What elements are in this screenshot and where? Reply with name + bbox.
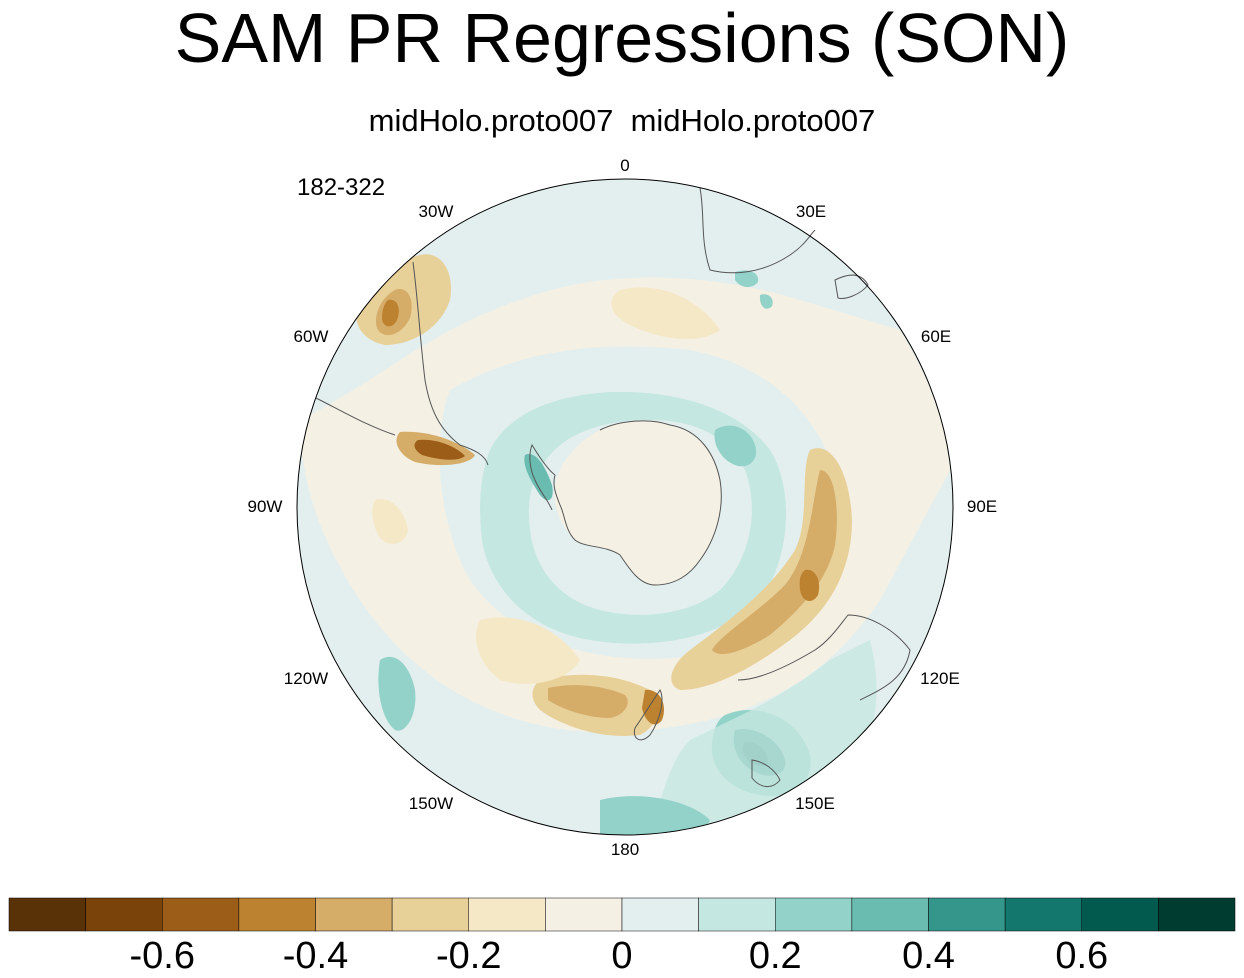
colorbar-swatch xyxy=(698,897,776,932)
field-patch xyxy=(414,439,465,460)
colorbar-swatch xyxy=(391,897,469,932)
coastline-australia xyxy=(737,614,911,701)
coastline-tasmania xyxy=(751,759,781,787)
map-border xyxy=(296,178,954,836)
antarctica-land xyxy=(554,420,722,585)
colorbar-swatch xyxy=(1158,897,1236,932)
polar-map xyxy=(296,178,954,836)
field-patch xyxy=(759,294,773,309)
field-band xyxy=(372,499,408,544)
coastlines xyxy=(315,187,911,787)
colorbar-swatch xyxy=(545,897,623,932)
colorbar-swatch xyxy=(85,897,163,932)
field-patch xyxy=(642,689,665,725)
colorbar-swatch xyxy=(162,897,240,932)
field-band xyxy=(476,617,580,684)
colorbar-tick-label: 0.4 xyxy=(902,935,955,977)
coastline-antarctica xyxy=(553,420,722,586)
colorbar-tick-label: 0.2 xyxy=(748,935,802,977)
plot-subtitle: midHolo.proto007 midHolo.proto007 xyxy=(368,103,876,138)
colorbar-tick-label: -0.2 xyxy=(436,935,502,977)
field-patch xyxy=(735,270,759,288)
plot-title: SAM PR Regressions (SON) xyxy=(174,0,1070,77)
lon-label-150w: 150W xyxy=(408,794,454,813)
field-band xyxy=(712,470,837,655)
field-band xyxy=(671,448,852,690)
field-patch xyxy=(714,425,757,467)
year-range-label: 182-322 xyxy=(297,174,386,201)
colorbar-swatch xyxy=(621,897,699,932)
field-patch xyxy=(382,299,399,327)
coastline-new-zealand xyxy=(633,689,663,741)
colorbar-swatch xyxy=(928,897,1006,932)
colorbar-tick-label: -0.6 xyxy=(129,935,195,977)
colorbar-tick-label: -0.4 xyxy=(282,935,349,977)
colorbar-tick-label: 0 xyxy=(611,935,633,977)
colorbar-swatch xyxy=(315,897,393,932)
lon-label-60w: 60W xyxy=(293,327,329,346)
lon-label-30e: 30E xyxy=(795,202,827,221)
colorbar-swatch xyxy=(775,897,853,932)
coastline-peninsula xyxy=(529,443,556,511)
lon-label-120w: 120W xyxy=(283,669,329,688)
colorbar-swatch xyxy=(1081,897,1159,932)
colorbar-swatch xyxy=(851,897,929,932)
field-patch xyxy=(378,656,416,731)
lon-label-0: 0 xyxy=(620,156,630,175)
colorbar-swatch xyxy=(8,897,86,932)
lon-label-180: 180 xyxy=(610,840,640,859)
colorbar-swatch xyxy=(468,897,546,932)
colorbar-swatch xyxy=(1004,897,1082,932)
coastline-madagascar xyxy=(834,274,869,299)
coastline-south-america xyxy=(315,397,396,436)
coastline-south-america xyxy=(412,261,489,466)
lon-label-120e: 120E xyxy=(920,669,960,688)
lon-label-90w: 90W xyxy=(247,497,283,516)
coastline-africa xyxy=(699,187,816,274)
field-patch xyxy=(600,796,710,835)
map-fields xyxy=(297,179,953,835)
colorbar-tick-label: 0.6 xyxy=(1055,935,1109,977)
lon-label-60e: 60E xyxy=(920,327,952,346)
field-patch xyxy=(524,454,553,501)
lon-label-30w: 30W xyxy=(418,202,454,221)
field-patch xyxy=(799,569,820,602)
field-band xyxy=(548,685,628,718)
lon-label-90e: 90E xyxy=(966,497,998,516)
field-band xyxy=(611,287,720,340)
colorbar-swatch xyxy=(238,897,316,932)
lon-label-150e: 150E xyxy=(795,794,835,813)
